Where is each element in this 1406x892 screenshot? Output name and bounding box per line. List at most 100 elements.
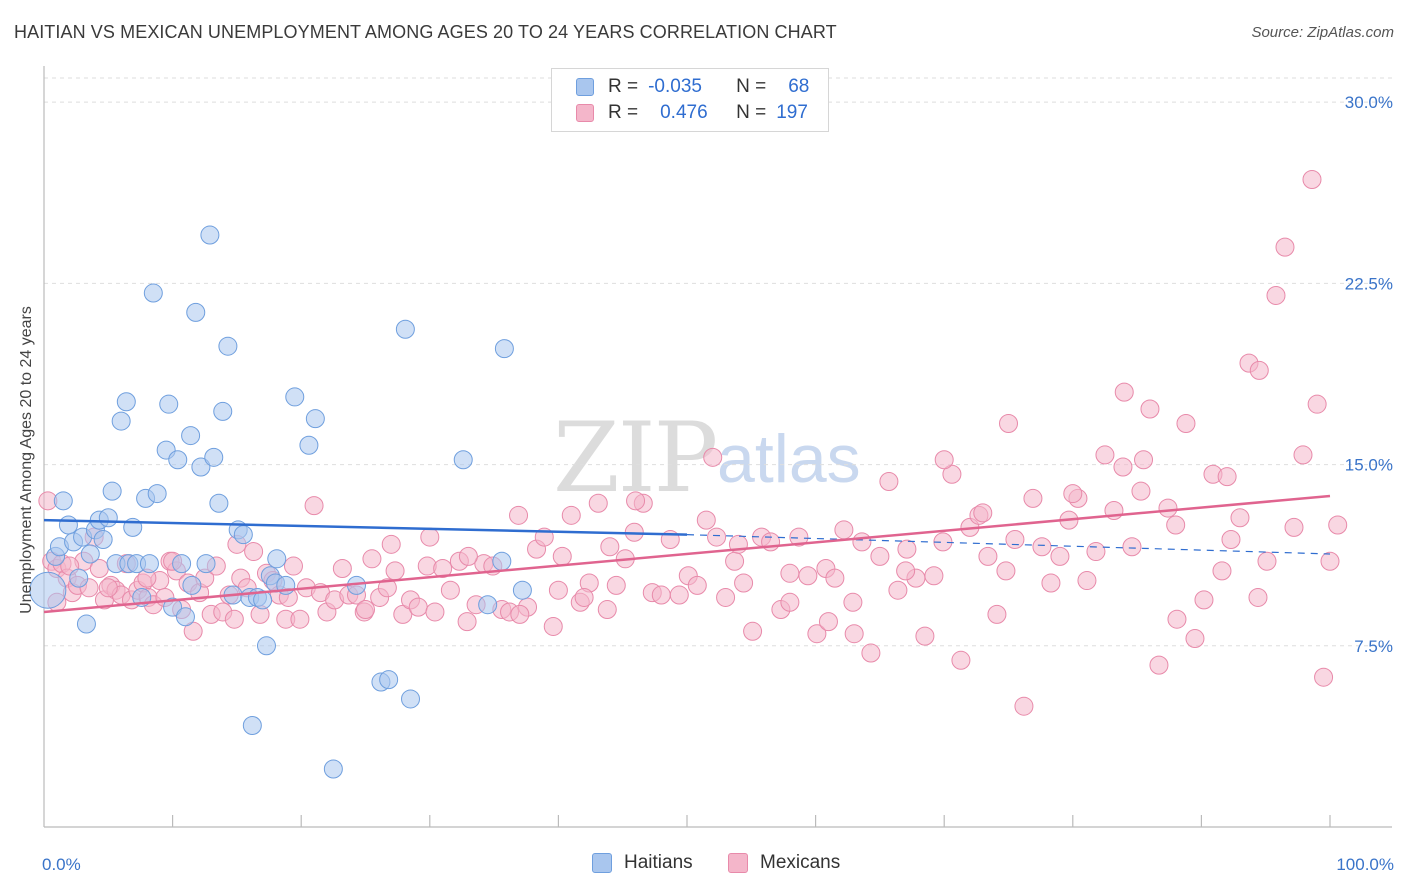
mexican-point (1266, 285, 1286, 305)
mexican-point (561, 505, 581, 525)
mexican-point (1230, 508, 1250, 528)
mexican-point (1257, 551, 1277, 571)
mexican-point (651, 585, 671, 605)
haitian-point (196, 554, 216, 574)
haitian-swatch (576, 78, 594, 96)
haitian-point (58, 515, 78, 535)
haitian-point (111, 411, 131, 431)
mexican-point (696, 510, 716, 530)
mexican-point (888, 580, 908, 600)
x-tick-label: 0.0% (42, 855, 81, 874)
mexican-point (290, 609, 310, 629)
haitian-point (494, 339, 514, 359)
mexican-point (1314, 667, 1334, 687)
mexican-point (440, 580, 460, 600)
haitian-point (186, 302, 206, 322)
legend-mexicans-label: Mexicans (760, 852, 841, 873)
mexican-point (1158, 498, 1178, 518)
mexican-point (552, 546, 572, 566)
mexican-point (987, 604, 1007, 624)
mexican-point (707, 527, 727, 547)
mexican-point (1275, 237, 1295, 257)
mexican-point (1284, 517, 1304, 537)
mexican-point (834, 520, 854, 540)
mexican-point (1212, 561, 1232, 581)
mexican-point (978, 546, 998, 566)
haitian-point (159, 394, 179, 414)
mexican-point (356, 600, 375, 620)
mexican-point (381, 534, 401, 554)
haitian-point (29, 571, 67, 609)
mexican-point (825, 568, 845, 588)
mexican-point (896, 561, 916, 581)
haitian-point (168, 450, 188, 470)
haitian-point (492, 551, 512, 571)
mexican-point (1167, 609, 1187, 629)
haitian-point (209, 493, 229, 513)
mexican-point (548, 580, 568, 600)
mexican-point (1114, 382, 1134, 402)
legend-item-mexicans: Mexicans (728, 852, 840, 874)
mexican-trend-line (43, 494, 1331, 614)
haitian-point (172, 554, 192, 574)
mexican-point (1221, 529, 1241, 549)
mexican-point (780, 563, 800, 583)
mexican-point (304, 496, 324, 516)
mexican-point (1248, 587, 1268, 607)
mexican-point (852, 532, 872, 552)
mexican-point (362, 549, 382, 569)
haitian-point (93, 529, 113, 549)
y-tick-label: 15.0% (1345, 456, 1393, 475)
haitian-legend-swatch (592, 853, 612, 873)
haitian-point (204, 447, 224, 467)
haitian-point (478, 595, 498, 615)
mexican-point (433, 558, 453, 578)
correlation-legend: R = -0.035 N = 68 R = 0.476 N = 197 (551, 68, 829, 132)
mexican-point (1077, 571, 1097, 591)
mexican-point (600, 537, 620, 557)
mexican-point (244, 542, 264, 562)
haitian-point (69, 568, 89, 588)
mexican-point (574, 587, 594, 607)
mexican-point (597, 600, 617, 620)
mexican-point (996, 561, 1016, 581)
haitian-point (80, 544, 100, 564)
mexican-point (870, 546, 890, 566)
mexican-point (818, 612, 838, 632)
mexican-point (1328, 515, 1348, 535)
mexican-point (844, 624, 864, 644)
mexican-point (1185, 629, 1205, 649)
haitian-trend-line (43, 518, 688, 536)
mexican-point (1032, 537, 1052, 557)
haitian-point (253, 590, 273, 610)
haitian-point (299, 435, 319, 455)
mexican-point (999, 414, 1018, 434)
legend-n-label: N = (736, 76, 767, 97)
haitian-point (116, 392, 136, 412)
haitian-point (453, 450, 473, 470)
mexican-point (457, 612, 477, 632)
mexican-point (1149, 655, 1169, 675)
legend-haitians-label: Haitians (624, 852, 693, 873)
haitian-point (512, 580, 532, 600)
mexican-point (897, 539, 917, 559)
haitian-point (233, 525, 253, 545)
source-label: Source: ZipAtlas.com (1251, 24, 1394, 41)
mexican-point (98, 578, 118, 598)
haitian-point (379, 670, 399, 690)
mexican-point (224, 609, 244, 629)
mexican-point (807, 624, 827, 644)
y-tick-label: 22.5% (1345, 274, 1393, 293)
mexican-point (934, 450, 954, 470)
mexican-point (1005, 529, 1025, 549)
haitian-point (191, 457, 211, 477)
haitian-point (213, 401, 233, 421)
mexican-point (716, 587, 736, 607)
haitian-point (147, 484, 167, 504)
mexican-point (951, 650, 971, 670)
mexican-point (385, 561, 405, 581)
mexican-point (1095, 445, 1115, 465)
mexican-point (1131, 481, 1151, 501)
legend-n-label: N = (736, 102, 767, 123)
mexican-point (1122, 537, 1142, 557)
